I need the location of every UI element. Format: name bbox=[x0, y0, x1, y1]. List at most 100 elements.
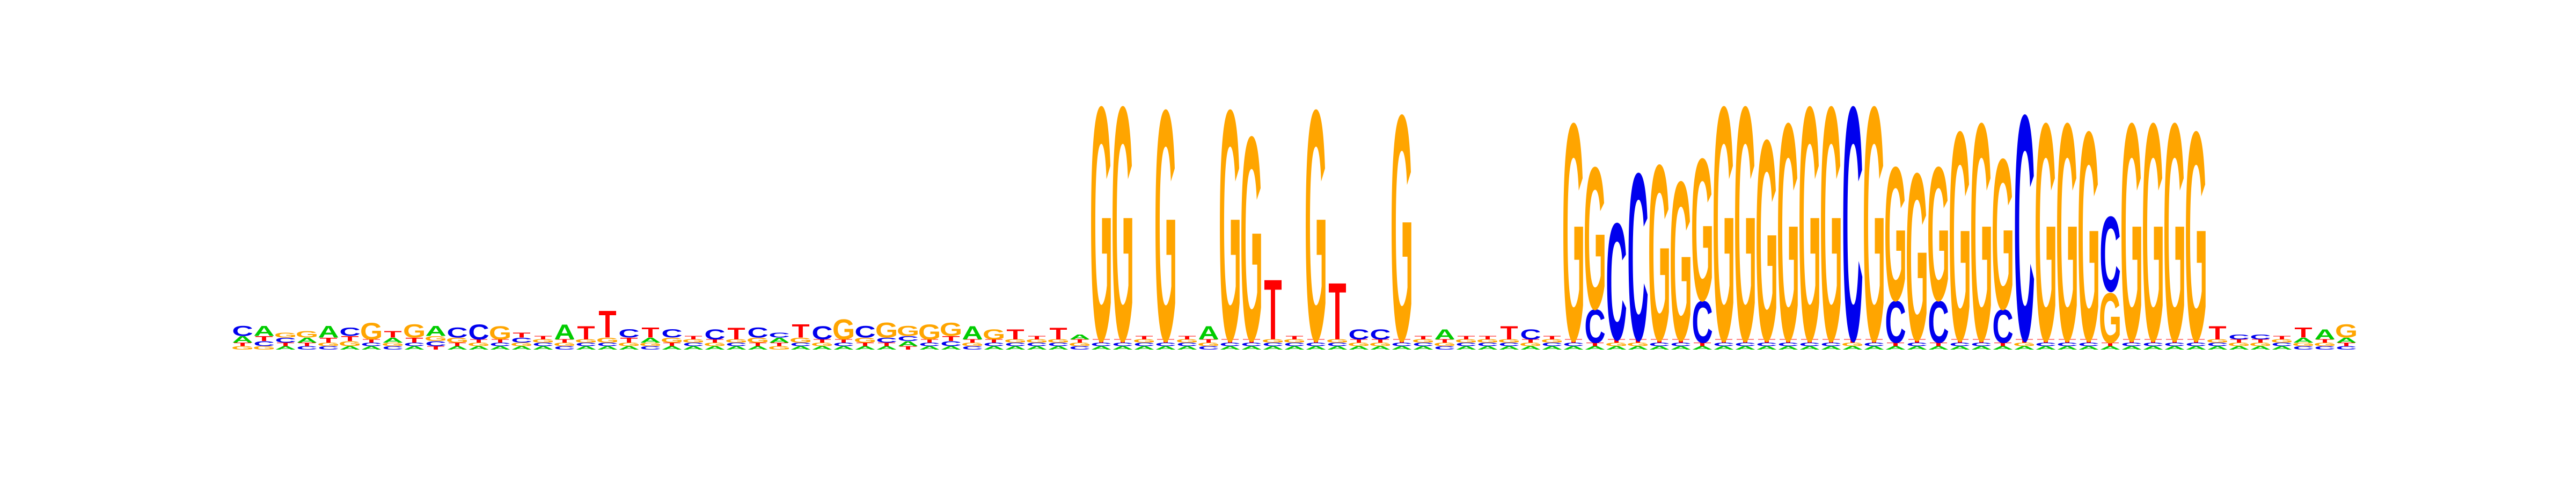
logo-letter-a: A bbox=[2014, 345, 2035, 351]
logo-letter-c: C bbox=[1971, 342, 1992, 347]
logo-letter-g: G bbox=[489, 322, 511, 343]
logo-letter-c: C bbox=[1091, 342, 1111, 347]
logo-letter-c: C bbox=[1176, 342, 1197, 347]
logo-letter-a: A bbox=[1370, 345, 1391, 351]
logo-letter-t: T bbox=[942, 335, 960, 343]
logo-letter-c: C bbox=[747, 325, 768, 341]
logo-letter-a: A bbox=[2099, 345, 2120, 351]
logo-letter-c: C bbox=[1026, 342, 1047, 347]
logo-letter-c: C bbox=[1327, 342, 1348, 347]
logo-letter-t: T bbox=[2144, 338, 2162, 344]
logo-letter-g: G bbox=[832, 314, 855, 345]
logo-letter-t: T bbox=[985, 338, 1002, 344]
logo-letter-c: C bbox=[361, 342, 382, 347]
logo-letter-c: C bbox=[1649, 342, 1670, 347]
logo-letter-t: T bbox=[1157, 338, 1174, 344]
logo-letter-c: C bbox=[1198, 345, 1219, 351]
logo-letter-c: C bbox=[704, 327, 725, 343]
logo-letter-a: A bbox=[704, 345, 725, 351]
logo-letter-g: G bbox=[811, 342, 833, 347]
logo-letter-c: C bbox=[1370, 327, 1391, 343]
logo-letter-a: A bbox=[2250, 345, 2271, 351]
logo-letter-c: C bbox=[833, 342, 854, 347]
logo-letter-c: C bbox=[1563, 342, 1584, 347]
logo-letter-a: A bbox=[1005, 345, 1026, 351]
logo-letter-t: T bbox=[577, 322, 595, 343]
logo-letter-t: T bbox=[1264, 263, 1282, 358]
logo-letter-t: T bbox=[427, 345, 444, 351]
logo-letter-t: T bbox=[276, 342, 294, 347]
logo-letter-c: C bbox=[511, 336, 532, 344]
logo-letter-a: A bbox=[1627, 345, 1648, 351]
logo-letter-c: C bbox=[1606, 189, 1627, 375]
logo-letter-c: C bbox=[1863, 342, 1884, 347]
logo-letter-g: G bbox=[768, 345, 791, 351]
logo-letter-t: T bbox=[813, 338, 831, 344]
logo-letter-g: G bbox=[961, 342, 984, 347]
logo-letter-g: G bbox=[1906, 124, 1928, 390]
logo-letter-t: T bbox=[1607, 338, 1625, 344]
logo-letter-t: T bbox=[2294, 325, 2312, 341]
logo-letter-g: G bbox=[1734, 37, 1757, 410]
logo-letter-t: T bbox=[1028, 335, 1045, 340]
logo-letter-c: C bbox=[1391, 342, 1412, 347]
logo-letter-g: G bbox=[1841, 342, 1864, 347]
logo-letter-c: C bbox=[1906, 342, 1927, 347]
logo-letter-t: T bbox=[2251, 338, 2269, 344]
logo-letter-a: A bbox=[275, 345, 296, 351]
logo-letter-a: A bbox=[640, 336, 661, 344]
logo-letter-g: G bbox=[1391, 48, 1413, 408]
logo-letter-c: C bbox=[726, 342, 747, 347]
logo-letter-g: G bbox=[575, 338, 597, 344]
logo-letter-a: A bbox=[1413, 345, 1433, 351]
logo-letter-g: G bbox=[231, 345, 254, 351]
logo-letter-c: C bbox=[940, 340, 961, 348]
logo-letter-g: G bbox=[639, 342, 662, 347]
logo-letter-t: T bbox=[899, 345, 917, 351]
logo-letter-t: T bbox=[1393, 338, 1410, 344]
logo-letter-g: G bbox=[940, 318, 962, 340]
logo-letter-a: A bbox=[790, 345, 811, 351]
logo-letter-t: T bbox=[877, 342, 895, 347]
logo-letter-a: A bbox=[897, 340, 918, 348]
logo-letter-g: G bbox=[532, 338, 554, 344]
logo-letter-t: T bbox=[1178, 335, 1196, 340]
logo-letter-a: A bbox=[2121, 345, 2142, 351]
logo-letter-a: A bbox=[1391, 345, 1412, 351]
logo-letter-g: G bbox=[1004, 338, 1027, 344]
logo-letter-c: C bbox=[318, 345, 339, 351]
logo-letter-a: A bbox=[1327, 345, 1348, 351]
logo-letter-t: T bbox=[1436, 338, 1453, 344]
logo-letter-t: T bbox=[1951, 338, 1968, 344]
logo-letter-c: C bbox=[919, 342, 940, 347]
logo-letter-t: T bbox=[362, 338, 380, 344]
logo-letter-t: T bbox=[1865, 338, 1883, 344]
